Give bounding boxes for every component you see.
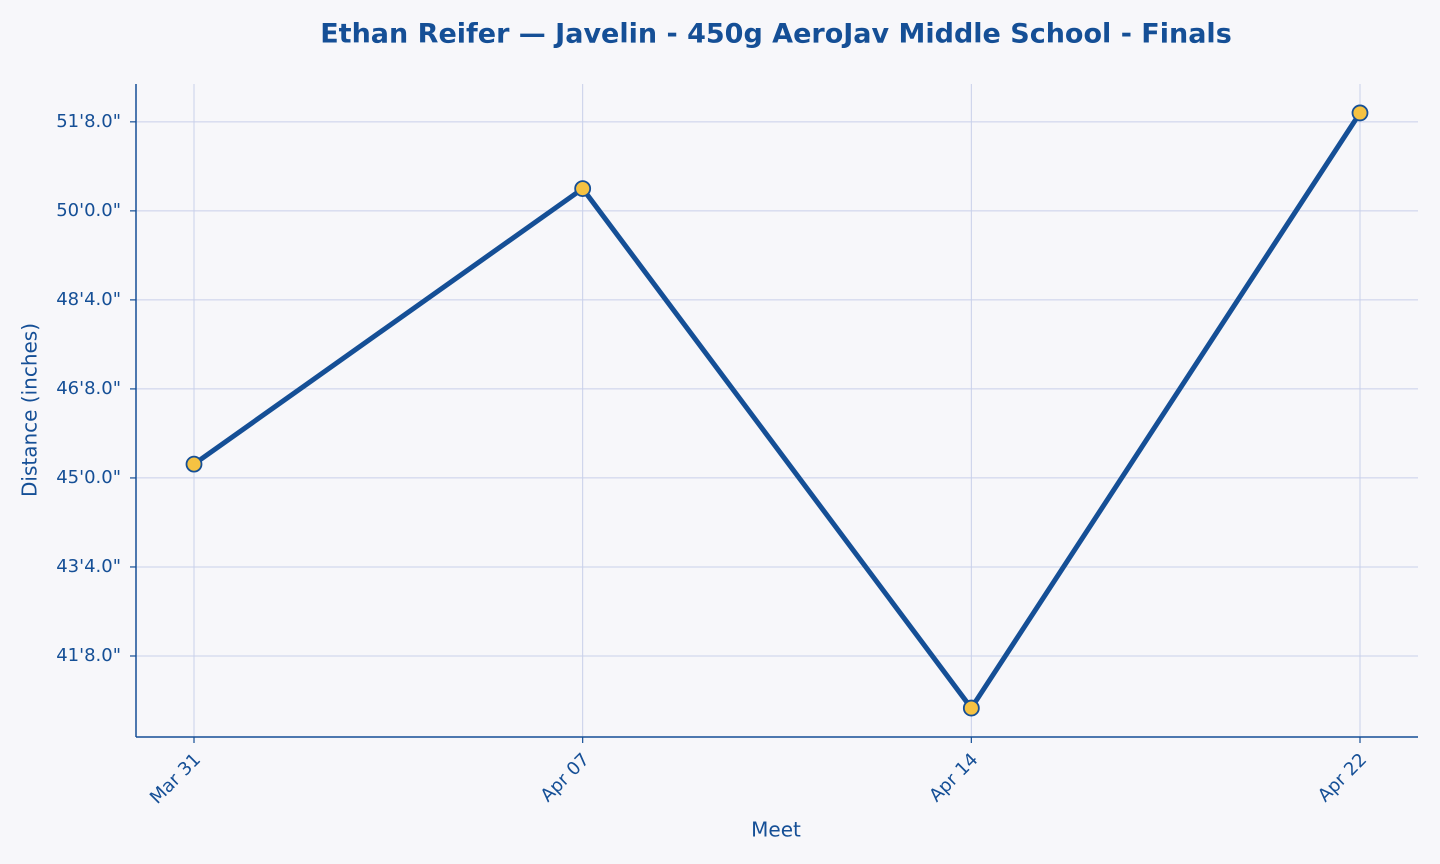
marker: [185, 455, 203, 473]
marker: [1351, 104, 1369, 122]
y-tick-label: 43'4.0": [56, 556, 121, 577]
y-tick-label: 50'0.0": [56, 200, 121, 221]
y-tick-label: 41'8.0": [56, 645, 121, 666]
y-axis-label: Distance (inches): [18, 323, 42, 497]
x-axis-label: Meet: [751, 818, 801, 842]
marker: [574, 180, 592, 198]
marker: [962, 699, 980, 717]
line: [192, 111, 1363, 711]
y-tick-label: 45'0.0": [56, 467, 121, 488]
y-tick-label: 46'8.0": [56, 378, 121, 399]
y-tick-label: 51'8.0": [56, 111, 121, 132]
chart-title: Ethan Reifer — Javelin - 450g AeroJav Mi…: [320, 19, 1232, 50]
y-tick-label: 48'4.0": [56, 289, 121, 310]
